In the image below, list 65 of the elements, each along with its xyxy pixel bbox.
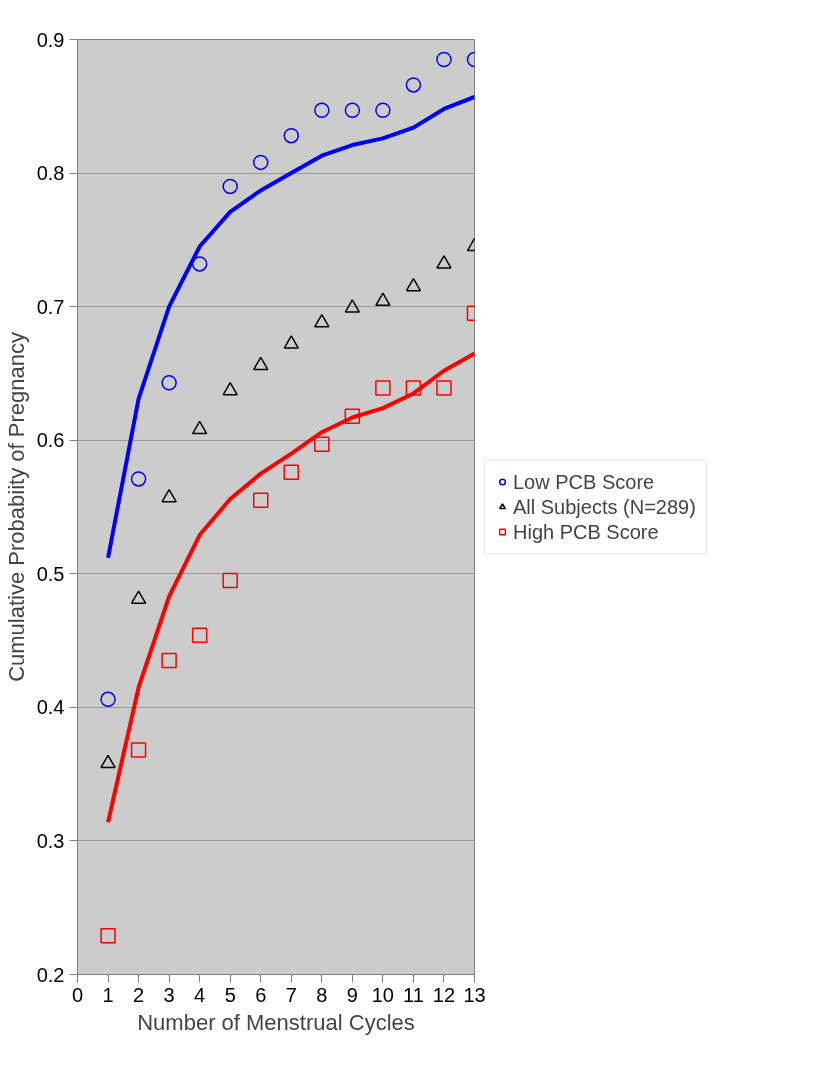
point xyxy=(252,154,269,171)
y-axis-title: Cumulative Probabiity of Pregnancy xyxy=(3,332,29,682)
point xyxy=(161,375,177,391)
y-tick-label: 0.4 xyxy=(36,696,65,719)
point xyxy=(405,380,422,396)
point xyxy=(375,380,391,396)
point xyxy=(161,652,177,669)
point xyxy=(130,742,147,758)
point xyxy=(314,313,330,328)
point xyxy=(222,178,238,195)
x-tick-label: 2 xyxy=(133,983,145,1006)
point xyxy=(283,335,300,349)
point xyxy=(191,256,208,272)
y-tick-label: 0.9 xyxy=(36,28,65,51)
point xyxy=(344,102,361,119)
y-tick-label: 0.7 xyxy=(36,295,65,318)
x-tick-label: 13 xyxy=(463,983,486,1006)
x-tick-label: 0 xyxy=(71,983,84,1006)
point xyxy=(100,928,116,944)
point xyxy=(252,492,269,509)
y-tick-label: 0.5 xyxy=(36,562,65,585)
point xyxy=(222,381,238,396)
x-tick-label: 10 xyxy=(371,983,395,1006)
legend-label: High PCB Score xyxy=(513,520,659,543)
y-tick-label: 0.3 xyxy=(36,829,65,852)
legend-label: All Subjects (N=289) xyxy=(513,495,696,518)
point xyxy=(344,299,361,313)
line-series xyxy=(106,351,475,825)
x-tick-label: 1 xyxy=(102,983,114,1006)
point xyxy=(161,488,177,503)
point xyxy=(130,590,147,604)
x-tick-label: 11 xyxy=(403,983,424,1006)
line-series xyxy=(106,94,475,560)
point xyxy=(100,691,116,708)
point xyxy=(283,127,300,144)
point xyxy=(375,102,391,119)
x-axis-title: Number of Menstrual Cycles xyxy=(137,1009,415,1035)
point xyxy=(191,420,208,435)
x-tick-label: 12 xyxy=(432,983,456,1006)
point xyxy=(375,292,391,307)
legend-label: Low PCB Score xyxy=(513,470,655,493)
y-tick-label: 0.8 xyxy=(36,162,65,185)
x-tick-label: 4 xyxy=(194,983,206,1006)
x-tick-label: 9 xyxy=(346,983,358,1006)
point xyxy=(130,471,147,487)
point xyxy=(436,255,452,269)
point xyxy=(405,77,422,93)
point xyxy=(100,754,116,769)
point xyxy=(436,380,452,396)
point xyxy=(344,408,361,424)
point xyxy=(252,356,269,371)
x-tick-label: 6 xyxy=(255,983,267,1006)
point xyxy=(222,572,238,589)
point xyxy=(314,102,330,119)
x-tick-label: 3 xyxy=(163,983,175,1006)
point xyxy=(283,464,300,481)
x-tick-label: 8 xyxy=(316,983,328,1006)
point xyxy=(314,436,330,452)
x-tick-label: 7 xyxy=(285,983,297,1006)
y-tick-label: 0.2 xyxy=(36,963,65,986)
x-tick-label: 5 xyxy=(224,983,236,1006)
y-tick-label: 0.6 xyxy=(36,429,65,452)
point xyxy=(436,51,452,68)
point xyxy=(191,627,208,643)
point xyxy=(405,277,422,292)
